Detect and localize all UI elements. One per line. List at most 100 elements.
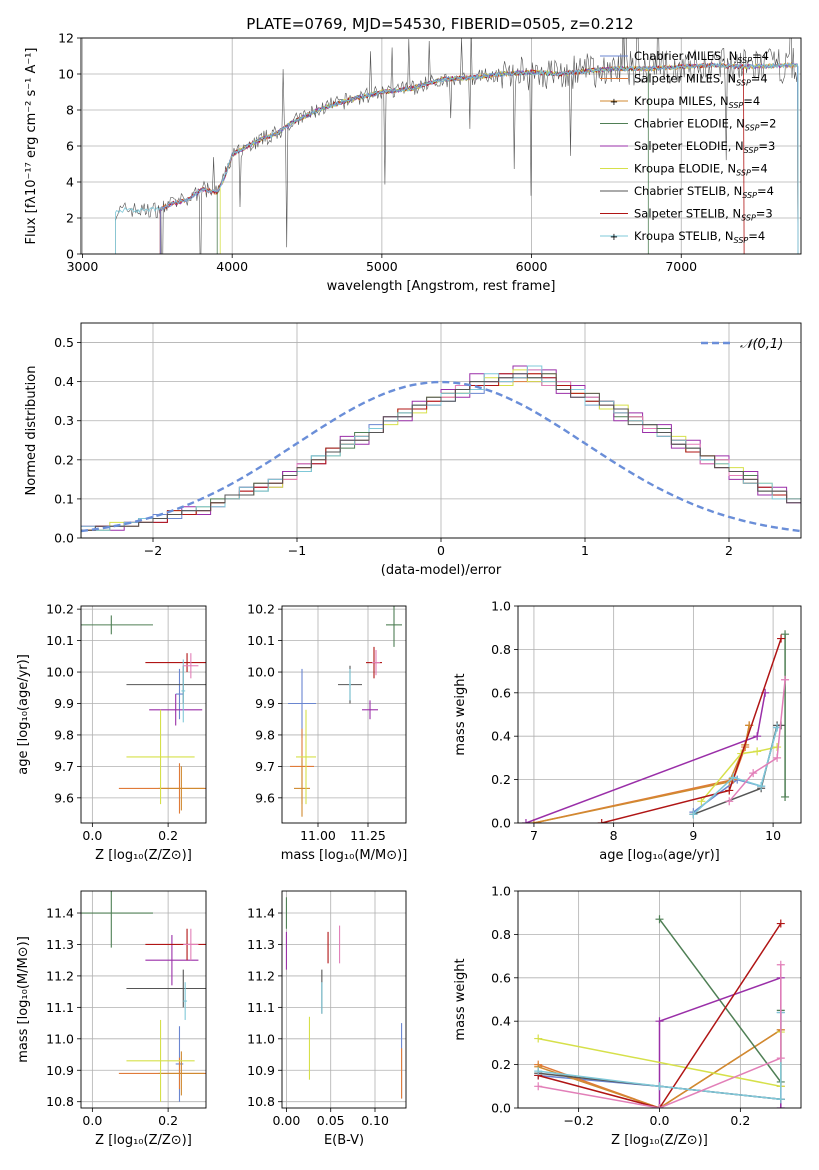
z-vs-mass-ytick-label: 10.8 xyxy=(46,1094,74,1109)
z-vs-mass-ytick-label: 11.3 xyxy=(46,937,74,952)
residuals-ytick-label: 0.3 xyxy=(54,413,74,428)
z-vs-age-ylabel: age [log₁₀(age/yr)] xyxy=(16,654,31,775)
mass-weight-age-xtick-label: 10 xyxy=(765,828,781,843)
mass-weight-age-marker xyxy=(753,747,762,756)
z-vs-mass-grid xyxy=(81,891,206,1108)
mass-weight-z-marker xyxy=(655,1017,664,1026)
ebv-vs-mass-xtick-label: 0.10 xyxy=(361,1113,389,1128)
z-vs-age-ytick-label: 9.9 xyxy=(54,696,74,711)
z-vs-age-ytick-label: 9.8 xyxy=(54,727,74,742)
legend-label-suffix: =4 xyxy=(751,162,768,176)
legend-label-main: Kroupa STELIB, N xyxy=(634,229,734,243)
z-vs-mass-plot-area xyxy=(81,891,206,1102)
spectrum-ytick-label: 2 xyxy=(66,211,74,226)
z-vs-age-xtick-label: 0.0 xyxy=(82,828,102,843)
mass-weight-z-marker xyxy=(776,1054,785,1063)
mass-vs-age-ytick-label: 9.7 xyxy=(255,759,275,774)
spectrum-series-1 xyxy=(159,61,799,254)
errorbar-point xyxy=(294,760,310,817)
residuals-xtick-label: −1 xyxy=(288,543,306,558)
normal-curve xyxy=(81,380,801,533)
spectrum-xtick-label: 3000 xyxy=(67,259,99,274)
mass-weight-z-marker xyxy=(534,1082,543,1091)
mass-weight-age-marker xyxy=(781,630,790,639)
legend-label-suffix: =4 xyxy=(757,184,774,198)
legend-label: Salpeter MILES, NSSP=4 xyxy=(634,72,768,88)
legend-label: Chabrier STELIB, NSSP=4 xyxy=(634,184,774,200)
z-vs-age-frame xyxy=(80,605,207,824)
spectrum-plot-area xyxy=(115,38,799,254)
ebv-vs-mass-ytick-label: 10.9 xyxy=(247,1063,275,1078)
mass-weight-age-xtick-label: 8 xyxy=(610,828,618,843)
legend-label-sub: SSP xyxy=(736,79,751,88)
mass-weight-z-ytick-label: 0.0 xyxy=(491,1101,511,1116)
ebv-vs-mass-ytick-label: 10.8 xyxy=(247,1094,275,1109)
spectrum-xtick-label: 5000 xyxy=(366,259,398,274)
errorbar-point xyxy=(145,653,206,673)
residuals-ytick-label: 0.0 xyxy=(54,531,74,546)
legend-label-suffix: =4 xyxy=(748,229,765,243)
mass-vs-age-xlabel: mass [log₁₀(M/M⊙)] xyxy=(281,848,408,863)
mass-vs-age-frame xyxy=(281,605,407,824)
legend-label-suffix: =4 xyxy=(743,94,760,108)
ebv-vs-mass-ytick-label: 11.3 xyxy=(247,937,275,952)
spectrum-xtick-label: 6000 xyxy=(516,259,548,274)
mass-vs-age-ytick-label: 10.0 xyxy=(247,665,275,680)
mass-weight-z-marker xyxy=(776,919,785,928)
mass-weight-age-frame xyxy=(517,605,802,824)
z-vs-age-xlabel: Z [log₁₀(Z/Z⊙)] xyxy=(95,848,192,863)
mass-weight-age-marker xyxy=(521,819,530,823)
ebv-vs-mass-panel: 0.00 0.05 0.10 10.8 10.9 11.0 11.1 11.2 11.3 11.4… xyxy=(247,890,407,1148)
errorbar-point xyxy=(126,1019,195,1102)
residuals-ytick-label: 0.4 xyxy=(54,374,74,389)
ebv-vs-mass-ytick-label: 11.1 xyxy=(247,1000,275,1015)
mass-weight-z-plot-area xyxy=(534,915,785,1108)
mass-weight-age-line xyxy=(533,725,750,823)
legend-label-sub: SSP xyxy=(741,214,756,223)
spectrum-series-5 xyxy=(219,62,799,254)
residuals-ytick-label: 0.1 xyxy=(54,491,74,506)
errorbar-point xyxy=(158,766,205,811)
mass-weight-age-ytick-label: 0.8 xyxy=(491,642,511,657)
mass-weight-age-ytick-label: 0.4 xyxy=(491,729,511,744)
mass-weight-age-ytick-label: 0.6 xyxy=(491,685,511,700)
legend-label: Kroupa MILES, NSSP=4 xyxy=(634,94,760,110)
ebv-vs-mass-ytick-label: 11.2 xyxy=(247,968,275,983)
mass-weight-age-xtick-label: 7 xyxy=(530,828,538,843)
legend-label-sub: SSP xyxy=(742,191,757,200)
spectrum-series-0 xyxy=(159,61,799,254)
legend-label-main: Chabrier MILES, N xyxy=(634,49,737,63)
mass-weight-z-line xyxy=(537,1029,782,1108)
ebv-vs-mass-frame xyxy=(281,890,407,1109)
legend-label-sub: SSP xyxy=(737,56,752,65)
z-vs-age-ytick-label: 10.2 xyxy=(46,602,74,617)
mass-weight-z-marker xyxy=(655,915,664,924)
mass-weight-age-marker xyxy=(757,782,766,791)
legend-label-main: Kroupa ELODIE, N xyxy=(634,162,736,176)
legend-label-main: Kroupa MILES, N xyxy=(634,94,729,108)
mass-vs-age-ytick-label: 10.1 xyxy=(247,633,275,648)
mass-weight-age-marker xyxy=(781,675,790,684)
legend-label: Chabrier MILES, NSSP=4 xyxy=(634,49,769,65)
legend-label: Chabrier ELODIE, NSSP=2 xyxy=(634,117,776,133)
mass-weight-z-line xyxy=(658,918,782,1085)
z-vs-mass-frame xyxy=(80,890,207,1109)
residuals-xtick-label: 1 xyxy=(581,543,589,558)
legend-label-main: Salpeter ELODIE, N xyxy=(634,139,744,153)
mass-weight-z-ytick-label: 0.6 xyxy=(491,970,511,985)
z-vs-mass-xtick-label: 0.0 xyxy=(82,1113,102,1128)
errorbar-point xyxy=(126,969,206,1008)
chart-panels: 3000 4000 5000 6000 7000024681012wavelength … xyxy=(16,31,802,1148)
legend-label-main: Salpeter STELIB, N xyxy=(634,207,741,221)
mass-weight-z-line xyxy=(538,923,782,1108)
mass-weight-z-marker xyxy=(534,1034,543,1043)
z-vs-age-panel: 0.0 0.2 9.6 9.7 9.8 9.9 10.0 10.1 10.2 Z [log₁₀(Z… xyxy=(16,602,207,863)
z-vs-mass-ytick-label: 10.9 xyxy=(46,1063,74,1078)
legend-label-suffix: =3 xyxy=(758,139,775,153)
mass-weight-age-panel: 7 8 9 10 0.0 0.2 0.4 0.6 0.8 1.0 age [log₁₀(age/yr… xyxy=(453,599,802,863)
z-vs-age-ytick-label: 9.6 xyxy=(54,790,74,805)
z-vs-mass-ytick-label: 11.1 xyxy=(46,1000,74,1015)
mass-weight-age-grid xyxy=(518,605,801,824)
errorbar-point xyxy=(183,928,199,961)
